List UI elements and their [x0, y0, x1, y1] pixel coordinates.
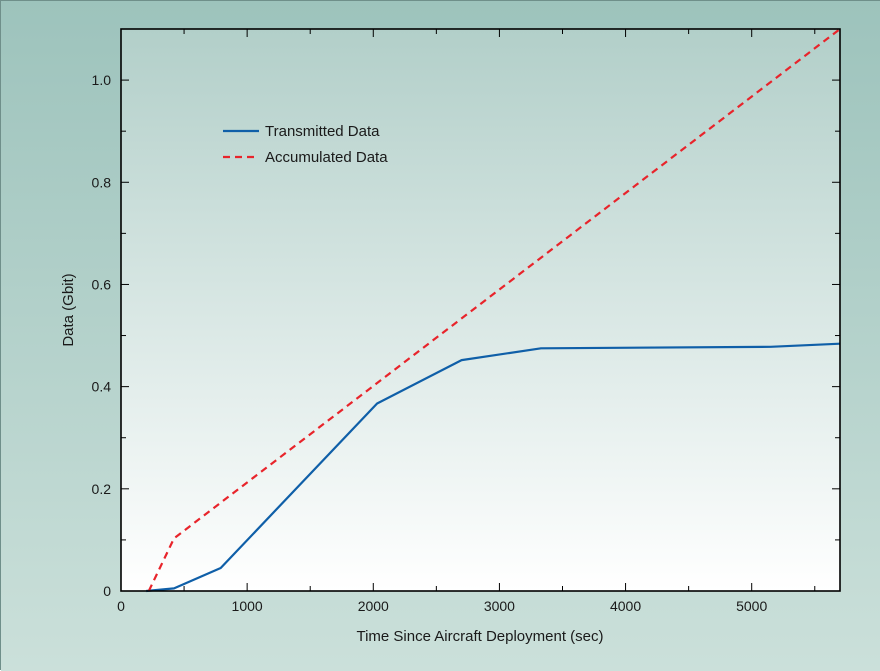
x-tick-label: 2000	[358, 598, 389, 614]
plot-frame	[120, 28, 841, 592]
legend: Transmitted Data Accumulated Data	[223, 123, 388, 166]
y-tick-label: 0.4	[92, 379, 112, 395]
y-axis-title: Data (Gbit)	[60, 273, 77, 346]
x-tick-label: 4000	[610, 598, 641, 614]
x-axis-title: Time Since Aircraft Deployment (sec)	[356, 628, 603, 645]
x-tick-label: 0	[117, 598, 125, 614]
x-tick-label: 3000	[484, 598, 515, 614]
plot-area	[121, 29, 840, 591]
legend-label: Transmitted Data	[265, 123, 380, 140]
y-tick-label: 0.8	[92, 174, 112, 190]
legend-label: Accumulated Data	[265, 149, 388, 166]
series-line-transmitted	[146, 342, 841, 593]
y-tick-label: 0.6	[92, 276, 112, 292]
axis-layer: 0 1000 2000 3000 4000 5000 0 0.2 0.4 0.6 0.8 1.0	[92, 28, 840, 614]
x-tick-label: 1000	[232, 598, 263, 614]
y-tick-label: 1.0	[92, 72, 112, 88]
series-line-accumulated	[147, 28, 841, 592]
x-tick-label: 5000	[736, 598, 767, 614]
series-layer	[146, 28, 841, 593]
y-tick-label: 0	[103, 583, 111, 599]
y-tick-label: 0.2	[92, 481, 112, 497]
